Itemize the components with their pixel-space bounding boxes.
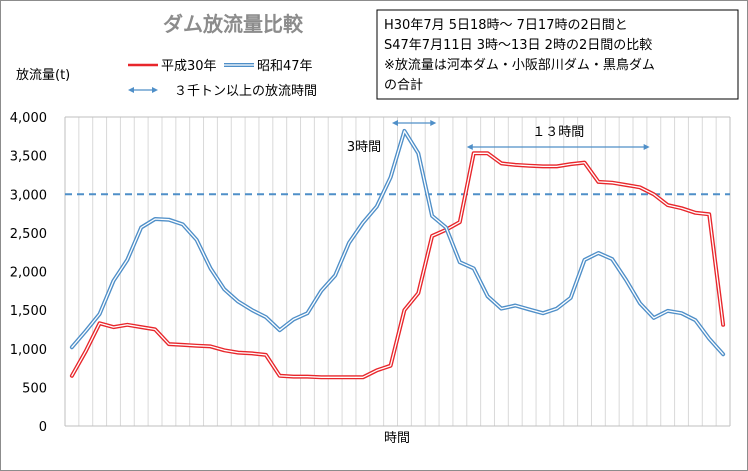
legend: 平成30年 昭和47年 ３千トン以上の放流時間 xyxy=(128,59,317,99)
span-label: １３時間 xyxy=(532,125,584,140)
y-tick-label: 1,000 xyxy=(10,343,47,358)
span-arrow xyxy=(466,144,650,150)
y-tick-label: 2,000 xyxy=(10,266,47,281)
legend-label-heisei30: 平成30年 xyxy=(161,59,217,74)
y-tick-label: 0 xyxy=(39,420,47,435)
legend-arrow-label: ３千トン以上の放流時間 xyxy=(174,84,317,99)
y-axis-label: 放流量(t) xyxy=(16,68,70,83)
vertical-grid xyxy=(78,117,717,426)
legend-label-showa47: 昭和47年 xyxy=(257,59,313,74)
y-tick-label: 3,500 xyxy=(10,150,47,165)
series-showa47-line xyxy=(69,128,726,357)
series-heisei30-line xyxy=(69,151,726,380)
series-layer xyxy=(69,128,726,380)
y-tick-label: 4,000 xyxy=(10,111,47,126)
note-line-1: H30年7月 5日18時～ 7日17時の2日間と xyxy=(384,18,628,33)
note-box-frame xyxy=(376,9,739,100)
y-tick-label: 500 xyxy=(22,381,47,396)
span-label: 3時間 xyxy=(347,140,381,155)
note-line-2: S47年7月11日 3時～13日 2時の2日間の比較 xyxy=(384,38,652,53)
y-tick-label: 2,500 xyxy=(10,227,47,242)
span-annotations: 3時間 １３時間 xyxy=(347,120,650,155)
chart-title: ダム放流量比較 xyxy=(163,12,304,36)
note-line-4: の合計 xyxy=(384,77,423,93)
span-arrow xyxy=(391,120,437,126)
y-tick-label: 1,500 xyxy=(10,304,47,319)
y-axis-tick-labels: 0 500 1,000 1,500 2,000 2,500 3,000 3,500 4,000 xyxy=(10,111,47,435)
note-line-3: ※放流量は河本ダム・小阪部川ダム・黒鳥ダム xyxy=(384,58,655,73)
legend-arrow-icon xyxy=(128,87,158,93)
note-box: H30年7月 5日18時～ 7日17時の2日間と S47年7月11日 3時～13… xyxy=(376,9,739,100)
x-axis-label: 時間 xyxy=(384,431,410,446)
y-tick-label: 3,000 xyxy=(10,188,47,203)
